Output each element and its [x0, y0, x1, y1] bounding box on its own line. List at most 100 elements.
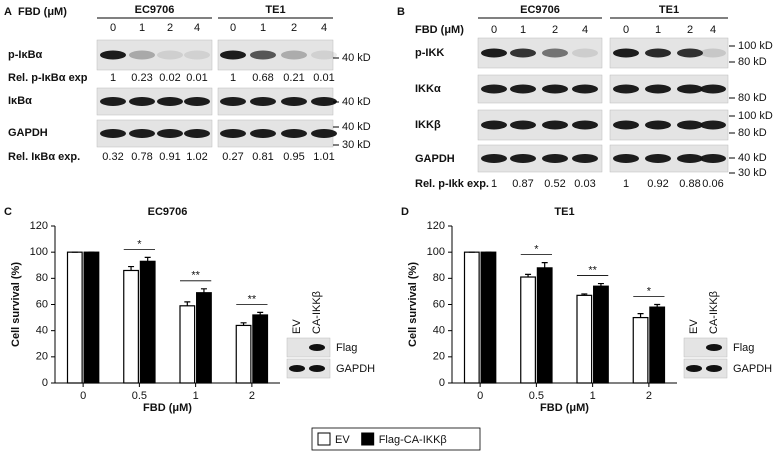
band: [677, 154, 703, 163]
bar: [520, 276, 536, 384]
marker: 80 kD: [738, 127, 767, 139]
inset-lane: CA-IKKβ: [708, 291, 720, 334]
quant-value: 0.68: [252, 72, 273, 84]
significance: **: [248, 293, 257, 305]
band: [572, 84, 598, 94]
dose: 0: [491, 24, 497, 36]
y-tick-label: 100: [30, 246, 48, 258]
marker: 100 kD: [738, 110, 773, 122]
panel-letter: A: [4, 6, 12, 18]
y-axis-label: Cell survival (%): [10, 262, 22, 347]
bar: [463, 251, 480, 384]
error-bar: [637, 313, 644, 318]
band: [572, 48, 598, 58]
quant-label: Rel. IκBα exp.: [8, 151, 80, 163]
band: [613, 48, 639, 58]
band: [184, 129, 210, 138]
band: [184, 97, 210, 106]
quant-value: 0.01: [186, 72, 207, 84]
band: [311, 97, 337, 106]
y-tick-label: 80: [433, 272, 445, 284]
band: [677, 120, 703, 130]
x-tick-label: 0: [477, 390, 483, 402]
dose: 2: [552, 24, 558, 36]
significance: **: [588, 264, 597, 276]
bar: [196, 292, 212, 384]
dose: 4: [321, 22, 327, 34]
error-bar: [240, 322, 247, 326]
quant-value: 0.91: [159, 151, 180, 163]
band: [481, 120, 507, 130]
quant-value: 0.01: [313, 72, 334, 84]
band: [645, 84, 671, 94]
y-tick-label: 120: [30, 220, 48, 232]
quant-value: 0.81: [252, 151, 273, 163]
bar: [83, 251, 100, 384]
dose: 1: [139, 22, 145, 34]
legend-frame: [311, 427, 481, 451]
x-tick-label: 0: [80, 390, 86, 402]
band: [677, 84, 703, 94]
dose: 2: [291, 22, 297, 34]
bar: [235, 324, 252, 384]
quant-value: 0.52: [544, 178, 565, 190]
band: [220, 129, 246, 138]
bar: [123, 269, 139, 384]
x-tick-label: 2: [646, 390, 652, 402]
blot-label: p-IκBα: [8, 49, 43, 61]
error-bar: [200, 288, 207, 293]
band: [281, 50, 307, 60]
bar: [632, 316, 649, 384]
quant-value: 1.02: [186, 151, 207, 163]
band: [700, 48, 726, 58]
inset-lane: EV: [291, 319, 303, 334]
x-tick-label: 2: [249, 390, 255, 402]
inset-band: [309, 344, 325, 351]
bar: [179, 305, 196, 384]
inset-blot: [286, 337, 331, 358]
dose: 0: [623, 24, 629, 36]
error-bar: [597, 282, 604, 287]
y-tick-label: 0: [42, 377, 48, 389]
quant-value: 0.21: [283, 72, 304, 84]
band: [613, 120, 639, 130]
x-tick-label: 1: [590, 390, 596, 402]
bar: [252, 314, 269, 384]
band: [700, 154, 726, 163]
x-tick-label: 1: [193, 390, 199, 402]
band: [542, 48, 568, 58]
inset-row: Flag: [733, 342, 754, 354]
inset-band: [686, 365, 702, 372]
inset-blot: [286, 358, 331, 379]
quant-value: 0.06: [702, 178, 723, 190]
cell-line: TE1: [659, 4, 679, 16]
blot-label: GAPDH: [8, 127, 48, 139]
marker: 30 kD: [738, 167, 767, 179]
marker: 80 kD: [738, 56, 767, 68]
legend-swatch: [361, 432, 375, 446]
dose-label: FBD (μM): [415, 24, 464, 36]
bar: [66, 251, 83, 384]
y-tick-label: 60: [36, 298, 48, 310]
quant-value: 1: [110, 72, 116, 84]
bar: [536, 267, 553, 384]
quant-value: 0.95: [283, 151, 304, 163]
quant-value: 1: [230, 72, 236, 84]
dose: 4: [582, 24, 588, 36]
band: [481, 84, 507, 94]
dose: 0: [110, 22, 116, 34]
cell-line: EC9706: [135, 4, 175, 16]
band: [250, 50, 276, 60]
legend-label: EV: [335, 434, 350, 446]
inset-band: [309, 365, 325, 372]
inset-band: [289, 365, 305, 372]
band: [129, 97, 155, 106]
bar: [139, 260, 156, 384]
band: [281, 97, 307, 106]
band: [700, 120, 726, 130]
quant-value: 1: [491, 178, 497, 190]
error-bar: [257, 311, 264, 315]
x-tick-label: 0.5: [132, 390, 147, 402]
x-axis-label: FBD (μM): [540, 402, 589, 414]
